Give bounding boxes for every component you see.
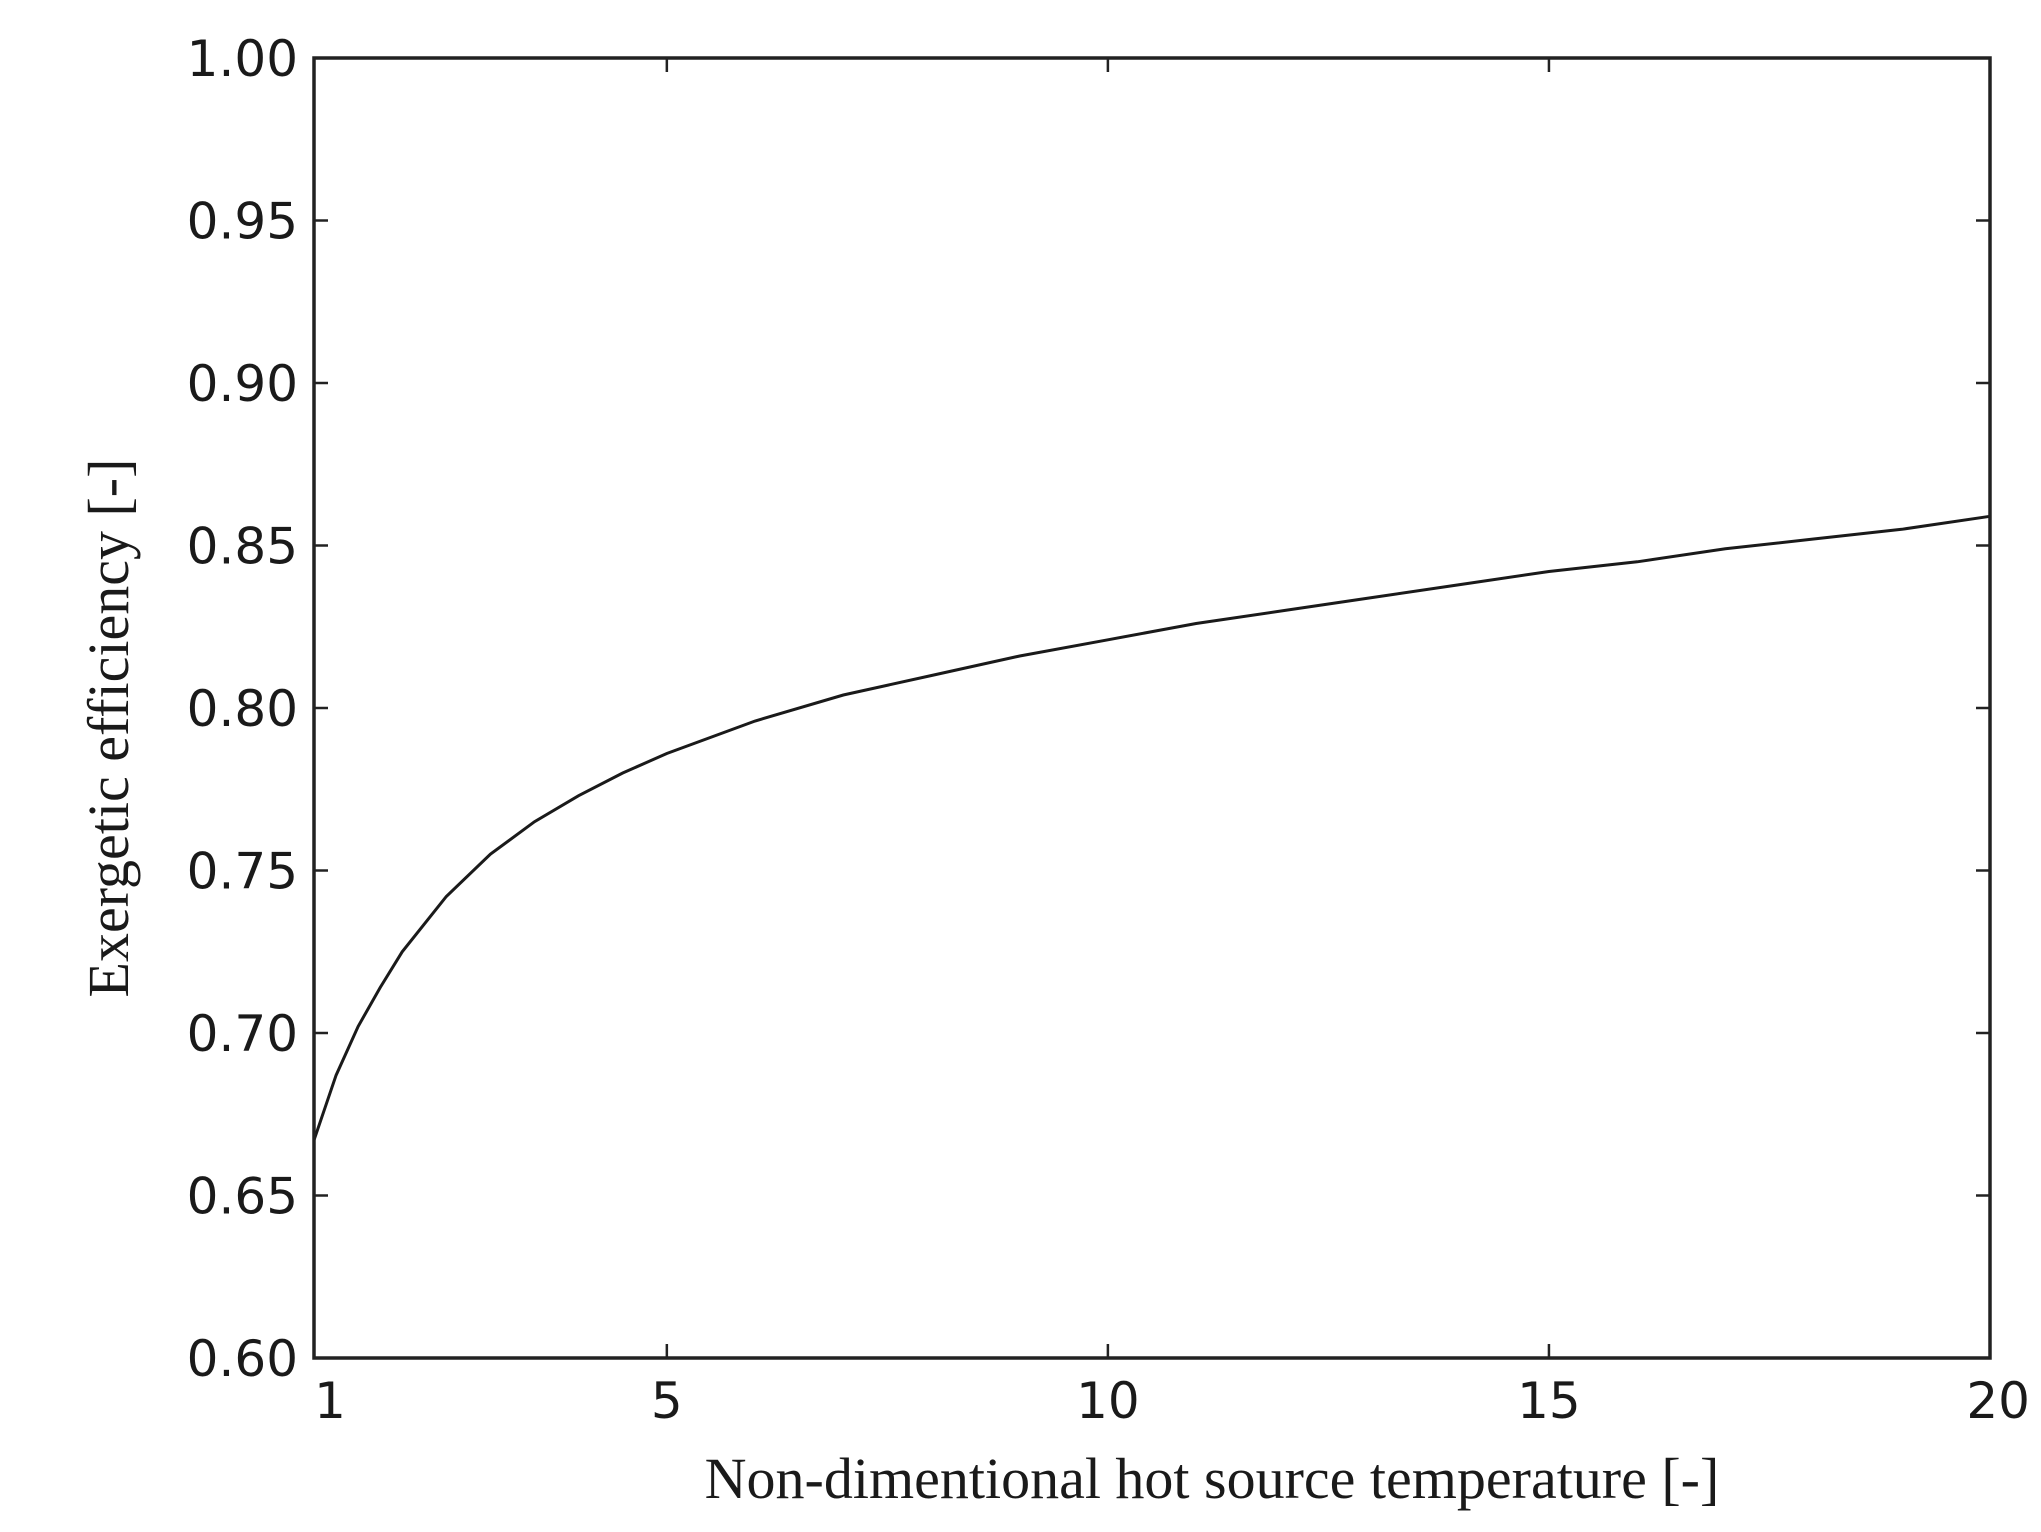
x-tick-label: 20 [1966, 1372, 2030, 1430]
plot-frame [312, 56, 1992, 1360]
x-tick-label: 5 [651, 1372, 683, 1430]
y-tick-label: 0.95 [187, 193, 298, 251]
y-axis-ticks: 0.60 0.65 0.70 0.75 0.80 0.85 0.90 0.95 1.00 [187, 30, 1990, 1388]
y-tick-label: 0.60 [187, 1330, 298, 1388]
y-tick-label: 1.00 [187, 30, 298, 88]
x-tick-label: 10 [1076, 1372, 1140, 1430]
y-tick-label: 0.80 [187, 680, 298, 738]
y-axis-title: Exergetic efficiency [-] [76, 459, 141, 998]
y-tick-label: 0.65 [187, 1168, 298, 1226]
x-tick-label: 1 [314, 1372, 346, 1430]
x-tick-label: 15 [1517, 1372, 1581, 1430]
y-tick-label: 0.90 [187, 355, 298, 413]
y-tick-label: 0.75 [187, 843, 298, 901]
x-axis-title: Non-dimentional hot source temperature [… [705, 1446, 1720, 1511]
y-tick-label: 0.85 [187, 518, 298, 576]
x-axis-ticks: 1 5 10 15 20 [312, 58, 2030, 1430]
series-line-exergetic-efficiency [312, 514, 1991, 1141]
y-tick-label: 0.70 [187, 1005, 298, 1063]
